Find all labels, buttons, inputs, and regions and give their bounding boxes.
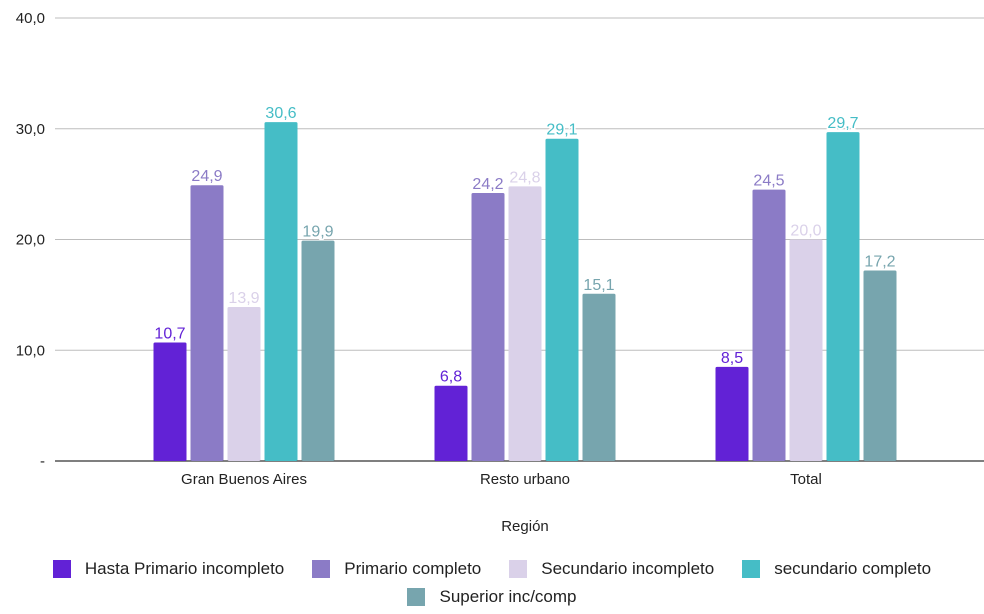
legend-swatch (52, 560, 71, 578)
bar (434, 385, 468, 461)
legend-label: Secundario incompleto (541, 559, 715, 578)
legend-label: Hasta Primario incompleto (84, 559, 285, 578)
bar (153, 342, 187, 461)
bar (545, 138, 579, 461)
y-tick-label: 10,0 (16, 342, 45, 359)
data-label: 20,0 (790, 223, 821, 240)
bar (227, 307, 261, 461)
data-label: 24,9 (191, 168, 222, 185)
bar (582, 293, 616, 461)
legend-item: Primario completo (312, 558, 481, 580)
bar (863, 270, 897, 461)
y-tick-label: 40,0 (16, 10, 45, 27)
x-axis-categories: Gran Buenos Aires Resto urbano Total (181, 471, 822, 488)
data-label: 29,1 (546, 122, 577, 139)
data-label: 24,5 (753, 173, 784, 190)
legend-label: secundario completo (774, 559, 932, 578)
legend-item: Hasta Primario incompleto (52, 558, 285, 580)
bar (508, 186, 542, 461)
bar (190, 185, 224, 462)
data-label: 19,9 (302, 224, 333, 241)
legend-item: Superior inc/comp (407, 586, 577, 608)
legend-item: Secundario incompleto (509, 558, 714, 580)
data-label: 30,6 (265, 105, 296, 122)
bar (789, 239, 823, 461)
y-tick-label: 30,0 (16, 121, 45, 138)
x-category-label: Total (790, 471, 822, 488)
y-tick-label: - (40, 453, 45, 470)
bar (471, 192, 505, 462)
legend-swatch (312, 560, 331, 578)
data-label: 17,2 (864, 254, 895, 271)
data-label: 10,7 (154, 325, 185, 342)
legend: Hasta Primario incompleto Primario comple… (0, 558, 984, 608)
legend-label: Superior inc/comp (439, 587, 577, 606)
bar (715, 366, 749, 461)
data-label: 8,5 (721, 350, 743, 367)
legend-item: secundario completo (742, 558, 931, 580)
data-label: 24,8 (509, 169, 540, 186)
bar (826, 132, 860, 461)
legend-label: Primario completo (344, 559, 482, 578)
bar (752, 189, 786, 461)
x-category-label: Gran Buenos Aires (181, 471, 307, 488)
bar (301, 240, 335, 461)
bar-chart: - 10,0 20,0 30,0 40,0 10,7 24,9 13,9 30,6 19,9 6,… (16, 10, 984, 535)
data-label: 13,9 (228, 290, 259, 307)
y-tick-label: 20,0 (16, 232, 45, 249)
bars (153, 122, 897, 462)
x-category-label: Resto urbano (480, 471, 570, 488)
data-labels: 10,7 24,9 13,9 30,6 19,9 6,8 24,2 24,8 29,1 15,1 8… (153, 104, 897, 388)
data-label: 15,1 (583, 277, 614, 294)
bar (264, 122, 298, 461)
y-axis-ticks: - 10,0 20,0 30,0 40,0 (16, 10, 45, 470)
legend-swatch (509, 560, 528, 578)
data-label: 24,2 (472, 176, 503, 193)
data-label: 29,7 (827, 115, 858, 132)
data-label: 6,8 (440, 369, 462, 386)
legend-swatch (407, 588, 426, 606)
x-axis-title: Región (501, 518, 549, 535)
legend-swatch (742, 560, 761, 578)
